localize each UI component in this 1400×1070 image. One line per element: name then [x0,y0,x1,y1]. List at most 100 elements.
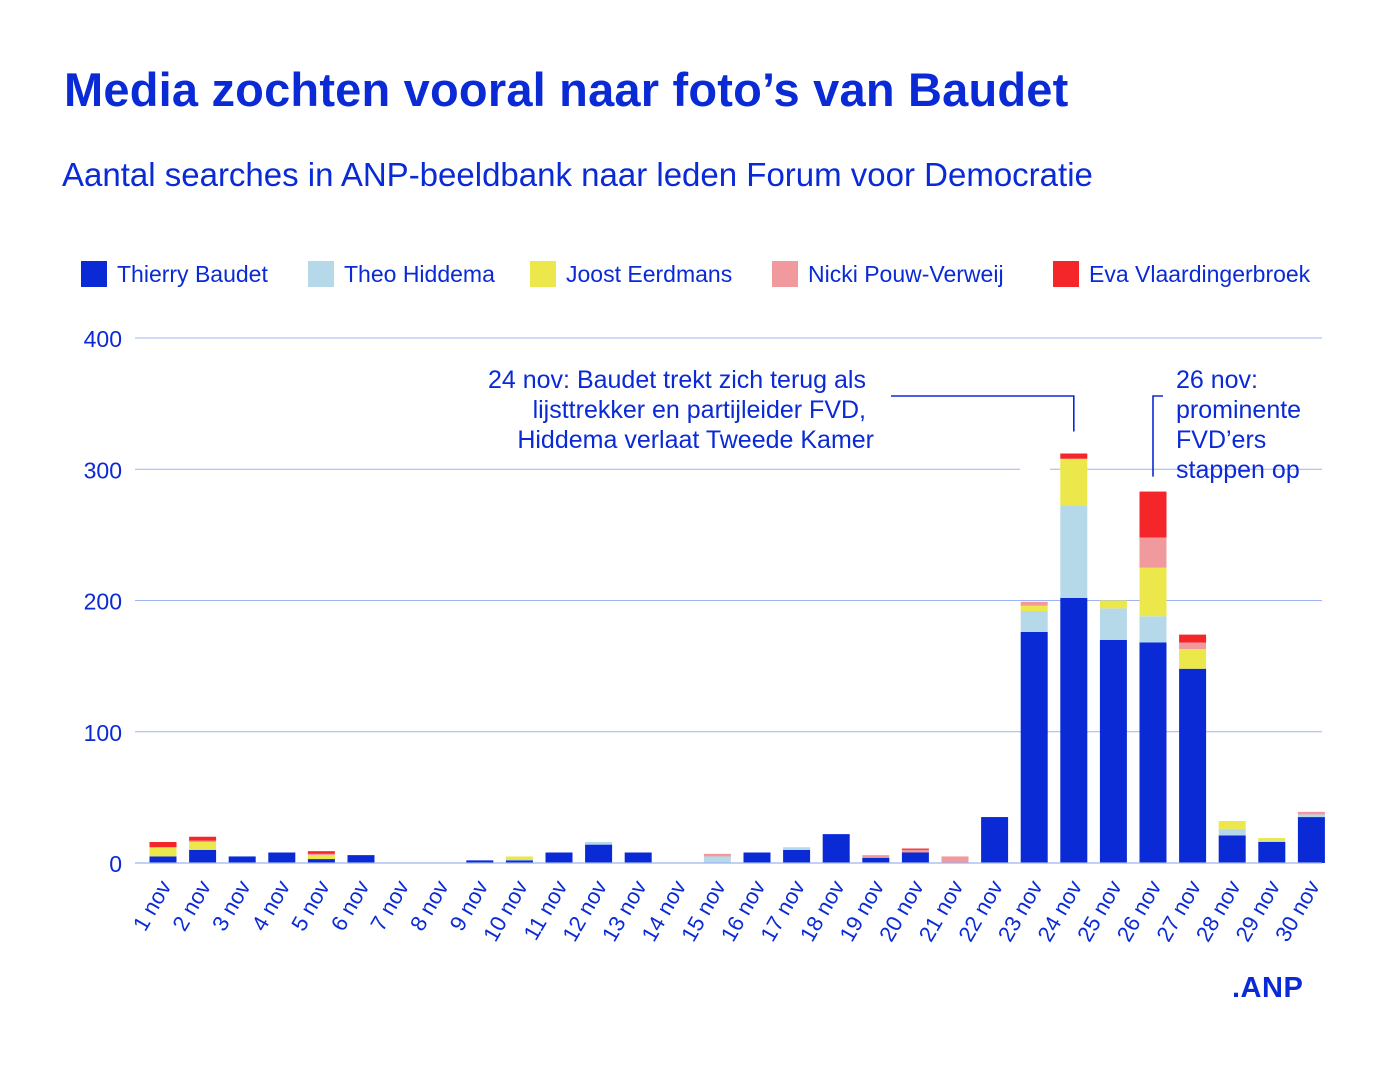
bar-thierry-baudet-22-nov [981,817,1009,863]
bar-theo-hiddema-17-nov [783,847,811,850]
bar-eva-vlaardingerbroek-20-nov [901,848,929,850]
bar-nicki-pouw-verweij-30-nov [1297,811,1325,815]
bar-theo-hiddema-23-nov [1020,611,1048,632]
bar-theo-hiddema-26-nov [1139,616,1167,643]
bar-nicki-pouw-verweij-2-nov [189,840,217,842]
bar-thierry-baudet-12-nov [585,844,613,863]
annotation-26-nov-line-1: 26 nov: [1176,366,1258,394]
legend-swatch-eva-vlaardingerbroek [1053,261,1079,287]
y-tick-label-0: 0 [109,851,122,877]
bar-joost-eerdmans-1-nov [149,847,177,857]
legend-label-eva-vlaardingerbroek: Eva Vlaardingerbroek [1089,260,1311,287]
bar-thierry-baudet-2-nov [189,849,217,863]
bar-theo-hiddema-12-nov [585,842,613,845]
bar-nicki-pouw-verweij-20-nov [901,849,929,853]
y-tick-label-400: 400 [84,326,122,352]
legend-item-eva-vlaardingerbroek: Eva Vlaardingerbroek [1053,258,1310,290]
bar-eva-vlaardingerbroek-5-nov [307,851,335,854]
legend-label-thierry-baudet: Thierry Baudet [117,260,268,287]
bar-thierry-baudet-17-nov [783,849,811,863]
bar-eva-vlaardingerbroek-27-nov [1179,634,1207,643]
bar-thierry-baudet-27-nov [1179,668,1207,863]
annotation-24-nov-line-3: Hiddema verlaat Tweede Kamer [517,426,874,454]
bar-thierry-baudet-28-nov [1218,835,1246,863]
bar-eva-vlaardingerbroek-2-nov [189,836,217,841]
bar-theo-hiddema-29-nov [1258,840,1286,842]
bar-thierry-baudet-4-nov [268,852,296,863]
bar-thierry-baudet-20-nov [901,852,929,863]
gridline-gap [1020,467,1050,472]
bar-thierry-baudet-25-nov [1099,639,1127,863]
legend-item-theo-hiddema: Theo Hiddema [308,258,495,290]
anp-logo: .ANP [1232,972,1304,1004]
bar-thierry-baudet-3-nov [228,856,256,863]
bar-joost-eerdmans-10-nov [505,856,533,860]
legend-swatch-theo-hiddema [308,261,334,287]
bar-thierry-baudet-16-nov [743,852,771,863]
bar-theo-hiddema-25-nov [1099,608,1127,640]
bar-thierry-baudet-10-nov [505,860,533,863]
bar-joost-eerdmans-29-nov [1258,838,1286,841]
x-tick-label-5-nov: 5 nov [286,876,335,935]
bar-nicki-pouw-verweij-15-nov [703,853,731,857]
legend-swatch-joost-eerdmans [530,261,556,287]
legend-label-joost-eerdmans: Joost Eerdmans [566,260,733,287]
legend-swatch-thierry-baudet [81,261,107,287]
legend-label-nicki-pouw-verweij: Nicki Pouw-Verweij [808,260,1004,287]
bar-joost-eerdmans-24-nov [1060,458,1088,506]
x-tick-label-7-nov: 7 nov [365,876,414,935]
bar-joost-eerdmans-2-nov [189,842,217,850]
bar-thierry-baudet-18-nov [822,834,850,863]
bar-theo-hiddema-15-nov [703,856,731,863]
bar-theo-hiddema-30-nov [1297,814,1325,818]
x-tick-label-3-nov: 3 nov [207,876,256,935]
bar-thierry-baudet-24-nov [1060,597,1088,863]
bar-joost-eerdmans-26-nov [1139,567,1167,617]
x-tick-label-6-nov: 6 nov [326,876,375,935]
annotation-24-nov-leader [891,395,1075,432]
chart-subtitle: Aantal searches in ANP-beeldbank naar le… [62,156,1093,193]
x-tick-label-1-nov: 1 nov [128,876,177,935]
bar-joost-eerdmans-5-nov [307,855,335,860]
legend-item-nicki-pouw-verweij: Nicki Pouw-Verweij [772,258,1004,290]
y-tick-label-100: 100 [84,720,122,746]
bar-joost-eerdmans-23-nov [1020,605,1048,611]
bar-nicki-pouw-verweij-27-nov [1179,642,1207,650]
bar-theo-hiddema-10-nov [505,859,533,861]
bar-thierry-baudet-9-nov [466,860,494,863]
bar-thierry-baudet-30-nov [1297,817,1325,863]
bar-thierry-baudet-23-nov [1020,632,1048,863]
bar-joost-eerdmans-25-nov [1099,600,1127,609]
x-tick-label-8-nov: 8 nov [405,876,454,935]
bar-nicki-pouw-verweij-19-nov [862,855,890,858]
annotation-24-nov-line-2: lijsttrekker en partijleider FVD, [533,396,866,424]
bar-nicki-pouw-verweij-23-nov [1020,601,1048,606]
bar-thierry-baudet-1-nov [149,856,177,863]
chart-title: Media zochten vooral naar foto’s van Bau… [64,63,1069,116]
annotation-24-nov-line-1: 24 nov: Baudet trekt zich terug als [488,366,866,394]
bar-thierry-baudet-6-nov [347,855,375,863]
annotation-26-nov-leader [1152,395,1163,477]
annotation-26-nov-line-3: FVD’ers [1176,426,1266,454]
bar-theo-hiddema-28-nov [1218,828,1246,836]
bar-thierry-baudet-5-nov [307,859,335,863]
y-tick-label-200: 200 [84,589,122,615]
bar-eva-vlaardingerbroek-24-nov [1060,453,1088,459]
bar-thierry-baudet-13-nov [624,852,652,863]
bar-nicki-pouw-verweij-26-nov [1139,537,1167,568]
bar-thierry-baudet-19-nov [862,857,890,863]
legend: Thierry Baudet Theo Hiddema Joost Eerdma… [0,258,1400,290]
bar-joost-eerdmans-27-nov [1179,649,1207,669]
bar-thierry-baudet-29-nov [1258,842,1286,863]
legend-item-joost-eerdmans: Joost Eerdmans [530,258,732,290]
bar-thierry-baudet-26-nov [1139,642,1167,863]
legend-item-thierry-baudet: Thierry Baudet [81,258,268,290]
x-tick-label-4-nov: 4 nov [247,876,296,935]
y-tick-label-300: 300 [84,457,122,483]
bar-eva-vlaardingerbroek-26-nov [1139,491,1167,538]
bar-eva-vlaardingerbroek-1-nov [149,842,177,848]
annotation-26-nov-line-4: stappen op [1176,456,1300,484]
legend-label-theo-hiddema: Theo Hiddema [344,260,495,287]
legend-swatch-nicki-pouw-verweij [772,261,798,287]
